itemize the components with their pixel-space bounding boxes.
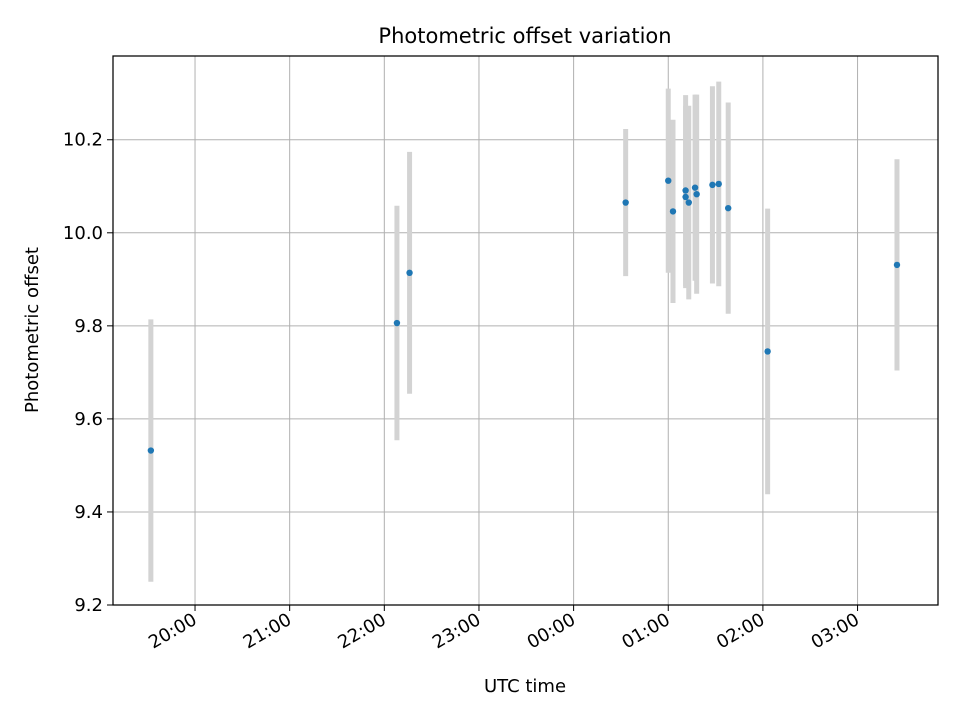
y-tick-label: 9.8 <box>74 316 103 337</box>
y-tick-label: 9.4 <box>74 502 103 523</box>
x-tick-label: 00:00 <box>524 609 579 653</box>
data-point <box>406 269 413 277</box>
x-tick-label: 21:00 <box>240 609 295 653</box>
y-tick-label: 10.0 <box>63 223 103 244</box>
data-point <box>393 319 401 327</box>
data-point <box>682 187 689 194</box>
x-tick-label: 03:00 <box>808 609 863 653</box>
data-point <box>669 208 677 215</box>
data-point <box>709 181 716 189</box>
data-point <box>147 447 155 454</box>
x-axis-ticks: 20:00 21:00 22:00 23:00 00:00 01:00 02:00 03:00 <box>145 605 863 653</box>
grid <box>113 56 938 606</box>
x-axis-label: UTC time <box>484 676 566 697</box>
data-points <box>147 177 901 454</box>
error-bars <box>148 81 900 582</box>
x-tick-label: 23:00 <box>429 609 484 653</box>
chart-title: Photometric offset variation <box>378 24 671 48</box>
data-point <box>622 199 629 206</box>
x-tick-label: 22:00 <box>334 609 389 653</box>
data-point <box>682 193 689 201</box>
x-tick-label: 20:00 <box>145 609 200 653</box>
data-point <box>685 199 692 206</box>
x-tick-label: 01:00 <box>618 609 673 653</box>
y-tick-label: 9.2 <box>74 595 103 616</box>
y-tick-label: 10.2 <box>63 130 103 151</box>
x-tick-label: 02:00 <box>713 609 768 653</box>
data-point <box>764 348 771 355</box>
data-point <box>715 180 722 188</box>
data-point <box>693 190 700 198</box>
data-point <box>893 261 901 269</box>
y-axis-label: Photometric offset <box>22 247 43 413</box>
y-tick-label: 9.6 <box>74 409 103 430</box>
data-point <box>725 204 732 212</box>
data-point <box>665 177 672 184</box>
data-point <box>691 184 699 191</box>
plot-frame <box>112 55 939 606</box>
y-axis-ticks: 9.2 9.4 9.6 9.8 10.0 10.2 <box>63 130 113 616</box>
